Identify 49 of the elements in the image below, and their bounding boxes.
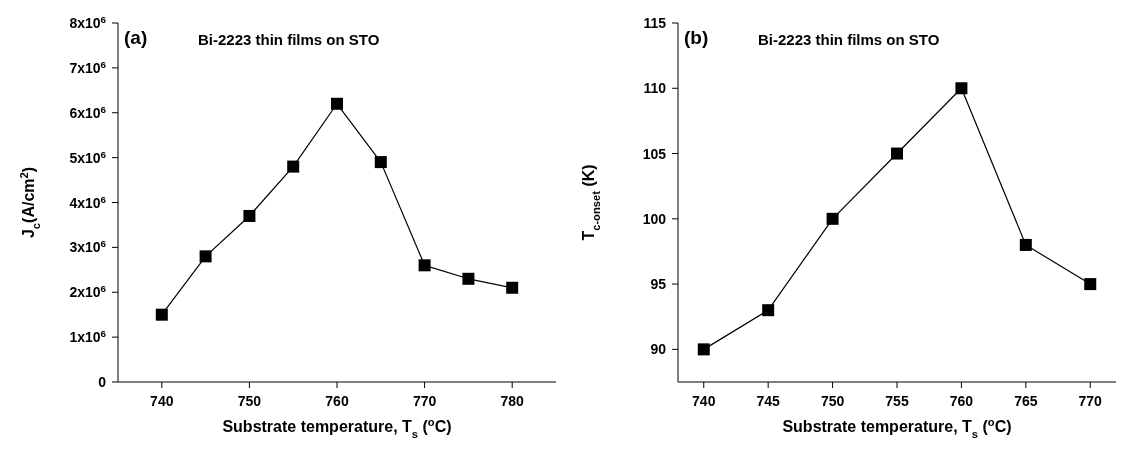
point <box>506 281 519 294</box>
x-tick-label: 780 <box>500 393 525 409</box>
y-tick-label: 110 <box>643 80 667 97</box>
x-tick-label: 750 <box>237 393 262 409</box>
x-tick-label: 740 <box>692 393 716 409</box>
y-tick-label: 5x10$^{6}$ <box>69 148 107 166</box>
x-tick-label: 750 <box>820 393 845 409</box>
y-tick-label: 7x10$^{6}$ <box>69 58 107 76</box>
point <box>374 156 387 169</box>
point <box>155 308 168 321</box>
y-tick-label: 2x10$^{6}$ <box>69 282 107 301</box>
y-tick-label: 3x10$^{6}$ <box>69 237 107 256</box>
point <box>826 212 839 225</box>
y-tick-label: 115 <box>643 15 667 31</box>
x-axis-title: Substrate temperature, T$_{s}$ ($^{o}$C) <box>222 416 452 440</box>
x-tick-label: 755 <box>885 393 909 409</box>
point <box>762 304 775 317</box>
annotation: (b) <box>684 27 709 49</box>
point <box>243 209 256 222</box>
text: Bi-2223 thin films on STO <box>198 31 380 48</box>
point <box>462 272 475 285</box>
x-tick-label: 765 <box>1014 393 1038 409</box>
point <box>697 343 710 356</box>
x-tick-label: 745 <box>756 393 781 409</box>
point <box>287 160 300 173</box>
y-tick-label: 0 <box>98 374 107 390</box>
y-tick-label: 8x10$^{6}$ <box>69 13 107 31</box>
point <box>1084 278 1097 291</box>
x-tick-label: 760 <box>325 393 349 409</box>
x-axis-title: Substrate temperature, T$_{s}$ ($^{o}$C) <box>782 416 1012 440</box>
y-tick-label: 6x10$^{6}$ <box>69 103 107 121</box>
point <box>955 82 968 95</box>
point <box>1019 238 1032 251</box>
y-tick-label: 4x10$^{6}$ <box>69 193 107 211</box>
point <box>331 97 343 110</box>
y-tick-label: 95 <box>650 276 667 293</box>
point <box>199 250 212 263</box>
text: Bi-2223 thin films on STO <box>758 31 940 48</box>
y-tick-label: 105 <box>642 145 667 162</box>
x-tick-label: 760 <box>949 393 974 409</box>
x-tick-label: 740 <box>150 393 174 409</box>
x-tick-label: 770 <box>1078 393 1103 409</box>
annotation: (a) <box>124 27 148 49</box>
x-tick-label: 770 <box>412 393 437 409</box>
y-tick-label: 1x10$^{6}$ <box>69 327 107 346</box>
point <box>418 259 431 272</box>
y-tick-label: 90 <box>650 341 667 358</box>
point <box>891 147 903 160</box>
y-tick-label: 100 <box>642 210 667 227</box>
